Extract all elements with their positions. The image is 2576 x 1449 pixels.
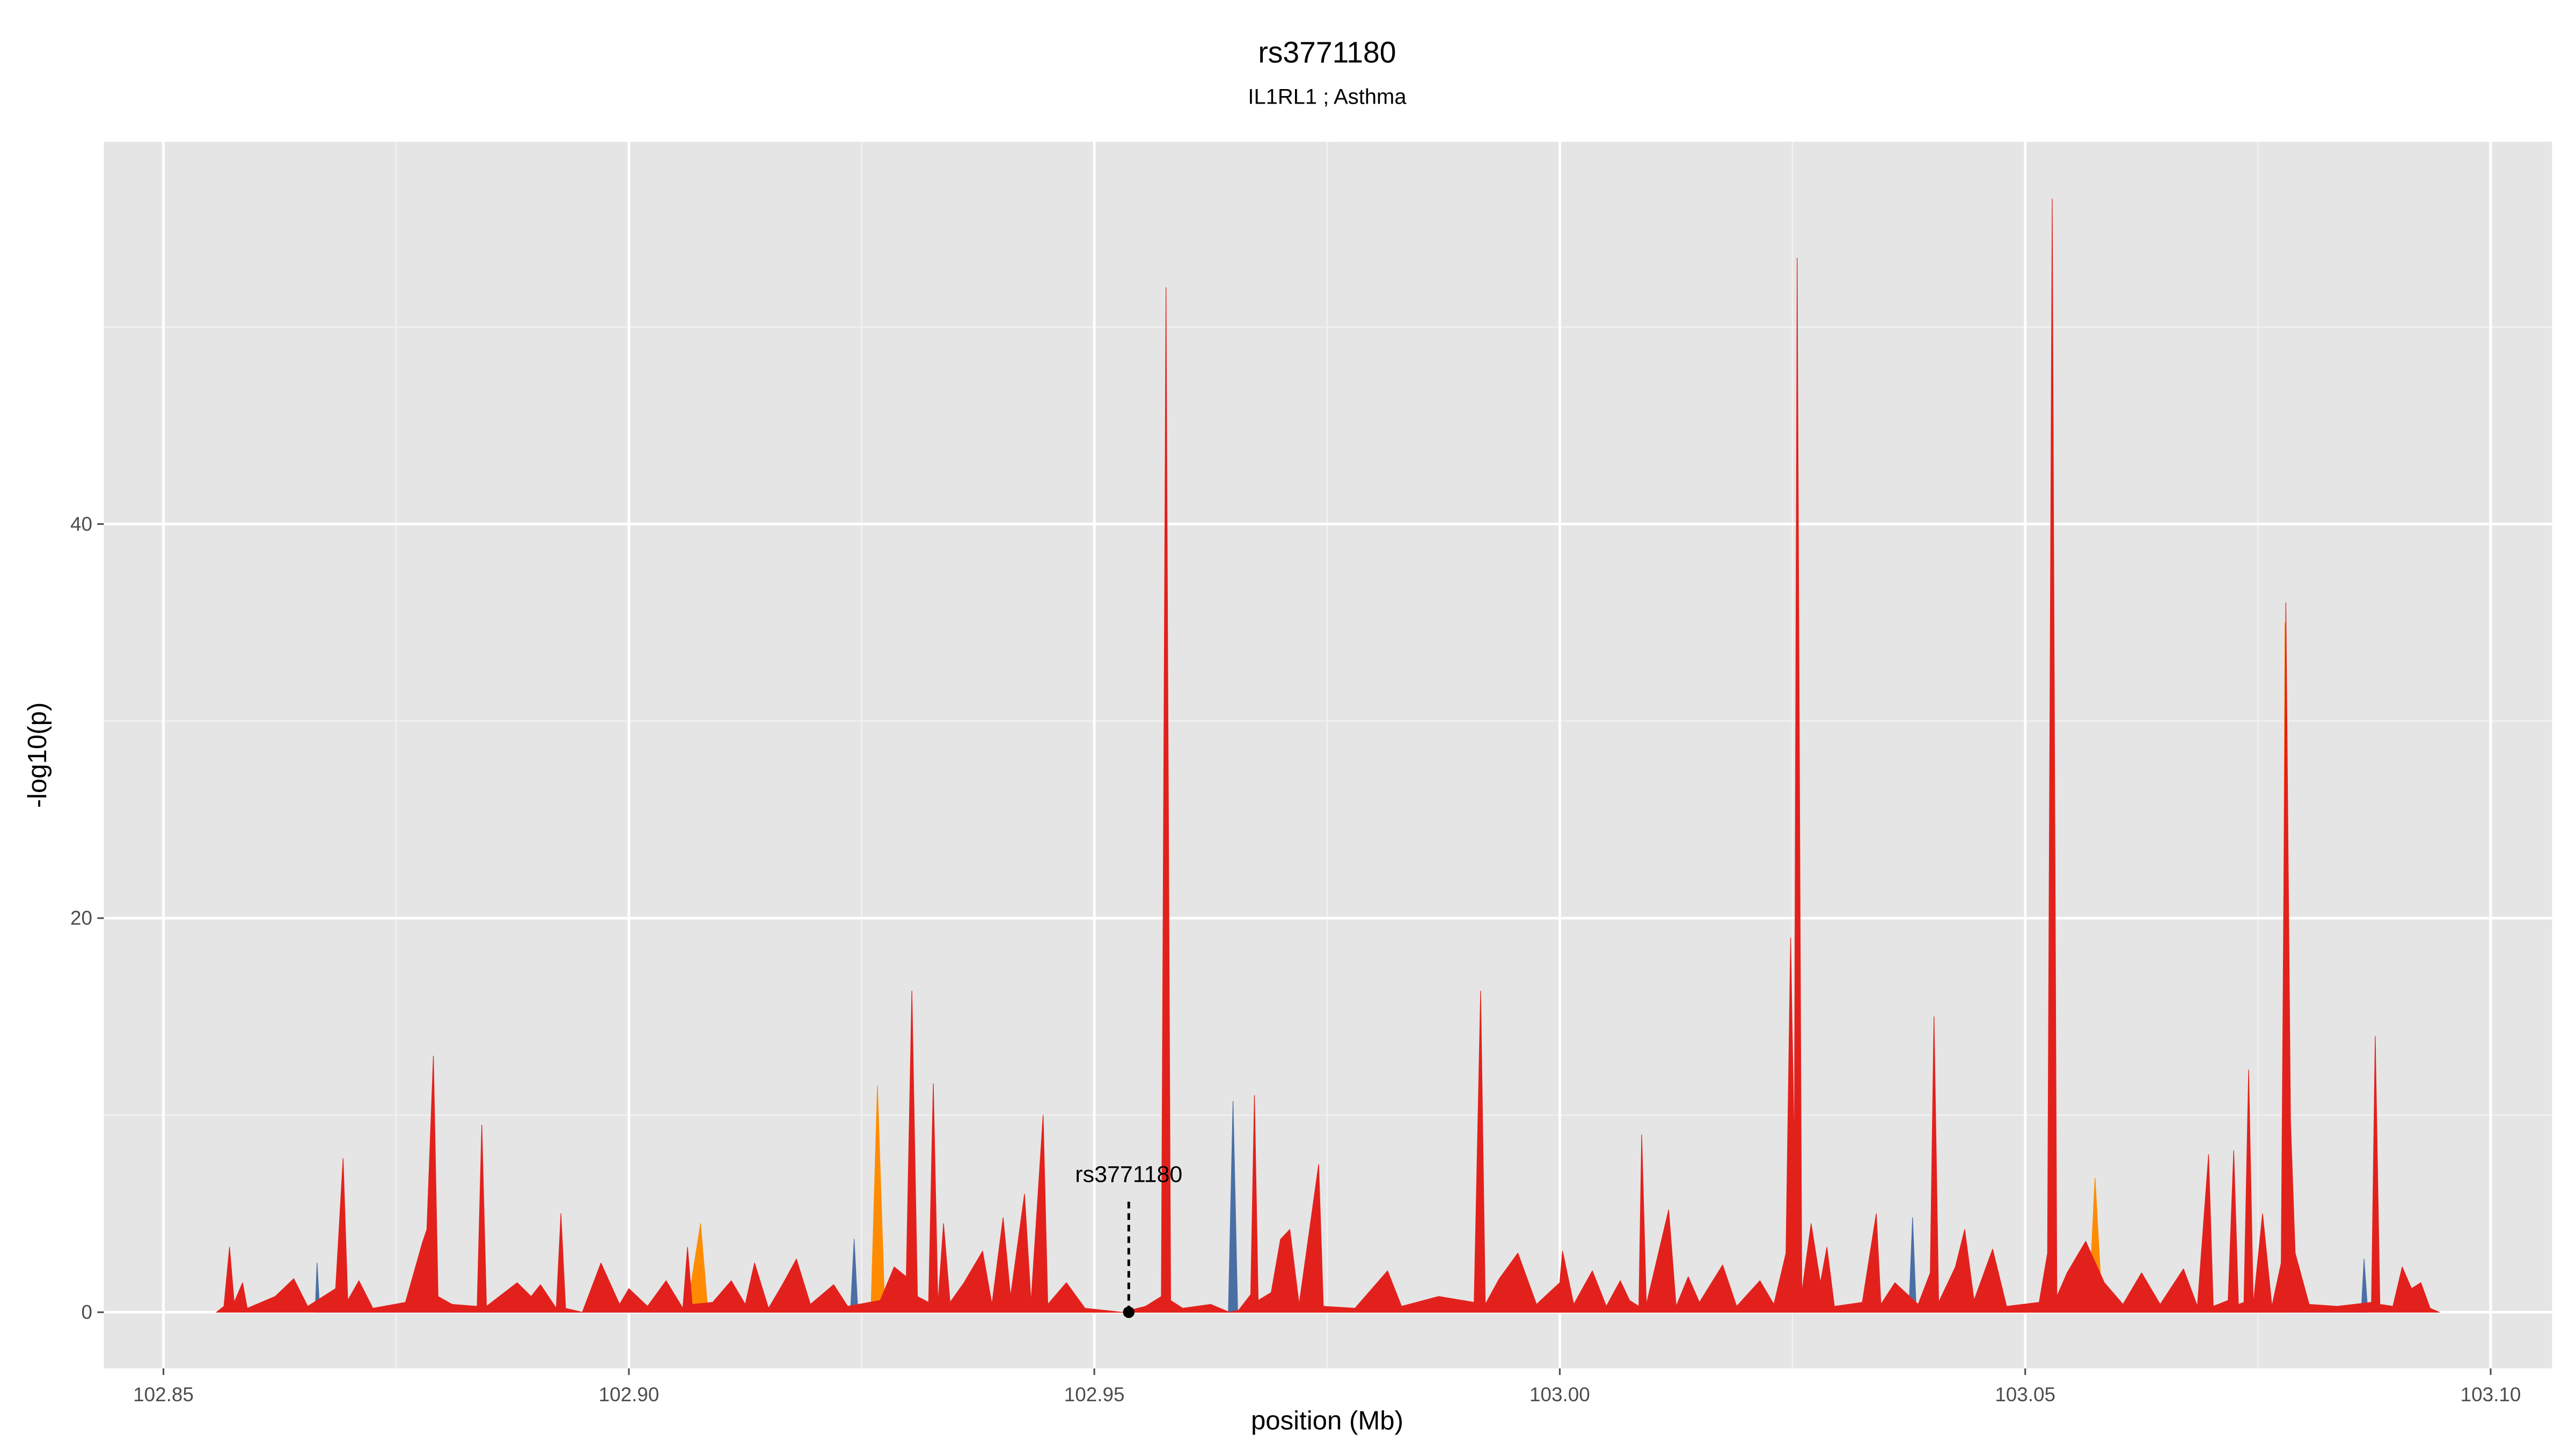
axes: 102.85 102.90 102.95 103.00 103.05 103.10 0 20 4…: [70, 513, 2521, 1406]
x-tick-label: 102.90: [598, 1384, 659, 1406]
x-tick-label: 103.00: [1529, 1384, 1590, 1406]
annotation-label: rs3771180: [1075, 1161, 1182, 1187]
annotation-point: [1123, 1306, 1135, 1318]
y-axis-label: -log10(p): [23, 702, 52, 808]
x-tick-label: 102.85: [133, 1384, 194, 1406]
area: [216, 199, 2440, 1313]
plot-area: rs3771180: [216, 199, 2440, 1318]
y-tick-label: 40: [70, 513, 92, 535]
x-tick-label: 103.05: [1995, 1384, 2055, 1406]
chart-subtitle: IL1RL1 ; Asthma: [1248, 85, 1407, 109]
x-tick-label: 102.95: [1064, 1384, 1125, 1406]
x-axis-label: position (Mb): [1251, 1406, 1403, 1435]
y-tick-label: 0: [82, 1301, 93, 1323]
chart-title: rs3771180: [1258, 36, 1396, 69]
plot-panel: [104, 142, 2552, 1368]
y-tick-label: 20: [70, 907, 92, 929]
x-tick-label: 103.10: [2461, 1384, 2521, 1406]
